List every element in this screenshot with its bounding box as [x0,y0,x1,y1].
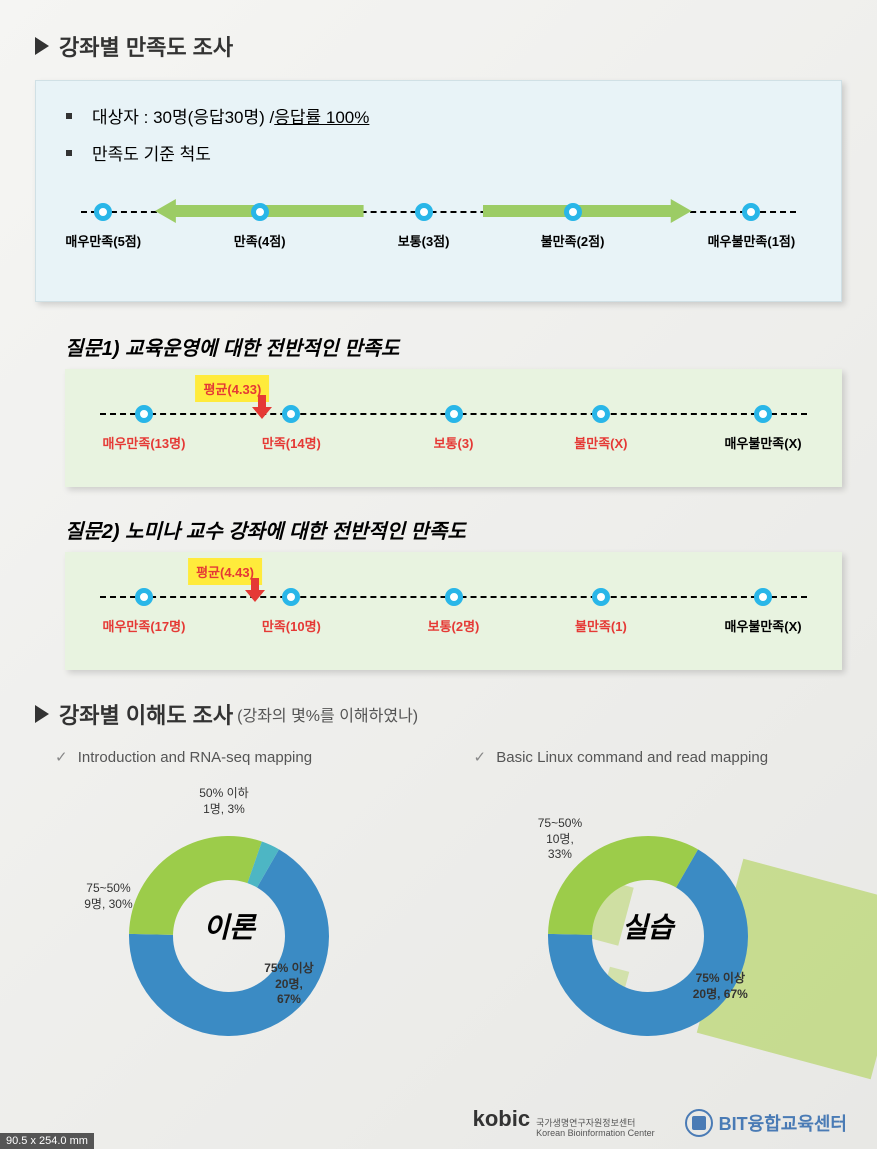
kobic-logo: kobic 국가생명연구자원정보센터 Korean Bioinformation… [473,1106,655,1139]
section1-title-text: 강좌별 만족도 조사 [59,30,233,62]
bit-logo: BIT융합교육센터 [685,1109,847,1137]
bullet1-prefix: 대상자 : 30명(응답30명) / [92,103,274,128]
info-box: 대상자 : 30명(응답30명) / 응답률 100% 만족도 기준 척도 매우… [35,80,842,302]
scale-dot [564,203,582,221]
footer: kobic 국가생명연구자원정보센터 Korean Bioinformation… [473,1106,847,1139]
charts-row: ✓ Introduction and RNA-seq mapping 이론 75… [35,748,842,1066]
check-icon: ✓ [474,749,487,766]
kobic-text: kobic [473,1106,530,1132]
chart1-col: ✓ Introduction and RNA-seq mapping 이론 75… [35,748,424,1066]
q2-scale: 평균(4.43) 매우만족(17명)만족(10명)보통(2명)불만족(1)매우불… [85,586,822,636]
check-icon: ✓ [55,749,68,766]
q2-box: 평균(4.43) 매우만족(17명)만족(10명)보통(2명)불만족(1)매우불… [65,552,842,670]
scale-dot [415,203,433,221]
bit-circle-icon [685,1109,713,1137]
scale-dot [251,203,269,221]
q1-red-arrow-icon [252,395,272,424]
donut-label: 75~50%10명,33% [538,816,582,863]
donut-label: 75~50%9명, 30% [84,881,132,912]
chart2-col: ✓ Basic Linux command and read mapping 실… [454,748,843,1066]
scale-dot [135,588,153,606]
donut-label: 50% 이하1명, 3% [199,786,248,817]
bit-text: BIT융합교육센터 [719,1110,847,1136]
chart2-center: 실습 [622,906,674,946]
bullet1: 대상자 : 30명(응답30명) / 응답률 100% [66,97,811,134]
q1-scale: 평균(4.33) 매우만족(13명)만족(14명)보통(3)불만족(X)매우불만… [85,403,822,453]
bullet1-underline: 응답률 100% [274,103,369,128]
scale-label: 매우불만족(X) [724,616,801,635]
scale-dot [445,405,463,423]
scale-label: 불만족(X) [574,433,627,452]
kobic-sub: 국가생명연구자원정보센터 Korean Bioinformation Cente… [536,1119,655,1139]
triangle-icon [35,705,49,723]
triangle-icon [35,37,49,55]
scale-row: 매우만족(5점) 만족(4점) 보통(3점) 불만족(2점) 매우불만족(1점) [66,201,811,271]
scale-label: 매우만족(17명) [102,616,185,635]
bullet2: 만족도 기준 척도 [66,134,811,171]
chart1-center: 이론 [203,906,255,946]
scale-dot [94,203,112,221]
scale-label: 만족(4점) [234,231,286,250]
scale-label: 매우불만족(1점) [708,231,796,250]
section2-title: 강좌별 이해도 조사 (강좌의 몇%를 이해하였나) [35,698,842,730]
scale-dot [592,588,610,606]
scale-label: 보통(3점) [398,231,450,250]
donut-label: 75% 이상20명, 67% [693,971,748,1002]
scale-dot [282,588,300,606]
section2-subtitle: (강좌의 몇%를 이해하였나) [237,702,418,726]
chart2-donut: 실습 75% 이상20명, 67% 75~50%10명,33% [508,786,788,1066]
q2-title: 질문2) 노미나 교수 강좌에 대한 전반적인 만족도 [65,515,842,544]
scale-label: 매우만족(13명) [102,433,185,452]
q1-title: 질문1) 교육운영에 대한 전반적인 만족도 [65,332,842,361]
scale-label: 불만족(1) [575,616,627,635]
scale-label: 매우불만족(X) [724,433,801,452]
chart1-title-text: Introduction and RNA-seq mapping [78,749,312,766]
scale-dot [754,588,772,606]
scale-dot [135,405,153,423]
scale-label: 보통(2명) [428,616,480,635]
size-tag: 90.5 x 254.0 mm [0,1133,94,1149]
scale-dot [592,405,610,423]
scale-label: 불만족(2점) [541,231,605,250]
scale-dot [742,203,760,221]
section2-title-text: 강좌별 이해도 조사 [59,698,233,730]
scale-label: 매우만족(5점) [65,231,141,250]
chart2-title: ✓ Basic Linux command and read mapping [454,748,843,766]
bullet-icon [66,113,72,119]
bullet2-text: 만족도 기준 척도 [92,140,211,165]
chart1-donut: 이론 75% 이상20명,67%75~50%9명, 30%50% 이하1명, 3… [89,786,369,1066]
scale-dot [445,588,463,606]
scale-dot [754,405,772,423]
q1-box: 평균(4.33) 매우만족(13명)만족(14명)보통(3)불만족(X)매우불만… [65,369,842,487]
chart1-title: ✓ Introduction and RNA-seq mapping [35,748,424,766]
chart2-title-text: Basic Linux command and read mapping [496,749,768,766]
scale-label: 만족(10명) [262,616,321,635]
scale-dot [282,405,300,423]
bullet-icon [66,150,72,156]
section1-title: 강좌별 만족도 조사 [35,30,842,62]
q2-red-arrow-icon [245,578,265,607]
donut-label: 75% 이상20명,67% [264,961,313,1008]
arrow-right-icon [483,199,692,223]
scale-label: 보통(3) [434,433,474,452]
scale-label: 만족(14명) [262,433,321,452]
